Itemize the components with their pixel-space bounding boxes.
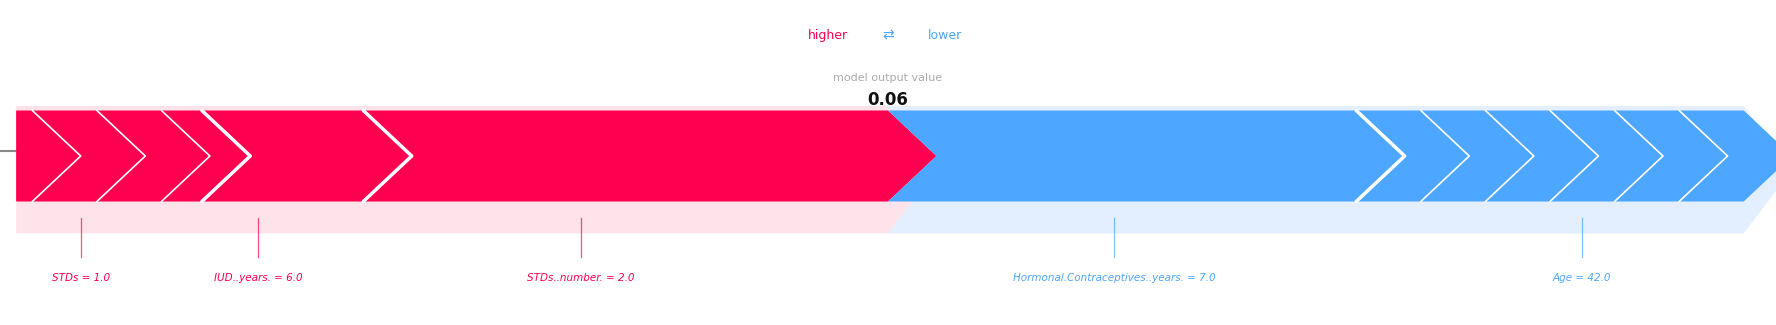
Text: 0.10: 0.10 [1197, 126, 1224, 136]
Polygon shape [888, 106, 1776, 233]
Polygon shape [16, 111, 250, 202]
Text: Hormonal.Contraceptives..years. = 7.0: Hormonal.Contraceptives..years. = 7.0 [1012, 273, 1215, 283]
Text: 0.16: 0.16 [1682, 126, 1709, 136]
Text: higher: higher [808, 29, 847, 42]
Text: -0.04: -0.04 [64, 126, 98, 136]
Text: ⇄: ⇄ [883, 29, 893, 43]
Text: model output value: model output value [833, 73, 943, 83]
Text: IUD..years. = 6.0: IUD..years. = 6.0 [215, 273, 302, 283]
Text: STDs = 1.0: STDs = 1.0 [52, 273, 110, 283]
Text: Age = 42.0: Age = 42.0 [1552, 273, 1611, 283]
Text: 0.04: 0.04 [712, 126, 741, 136]
Polygon shape [364, 111, 936, 202]
Text: 0.08: 0.08 [1035, 126, 1064, 136]
Text: 0.00: 0.00 [391, 126, 417, 136]
Text: 0.06: 0.06 [867, 91, 909, 109]
Text: 0.14: 0.14 [1520, 126, 1547, 136]
Text: 0.02: 0.02 [552, 126, 579, 136]
Text: STDs..number. = 2.0: STDs..number. = 2.0 [527, 273, 636, 283]
Text: lower: lower [929, 29, 963, 42]
Polygon shape [202, 111, 412, 202]
Polygon shape [16, 106, 936, 233]
Text: 0.06: 0.06 [874, 126, 902, 136]
Text: -0.02: -0.02 [226, 126, 259, 136]
Polygon shape [1357, 111, 1776, 202]
Polygon shape [888, 111, 1405, 202]
Text: 0.12: 0.12 [1359, 126, 1385, 136]
